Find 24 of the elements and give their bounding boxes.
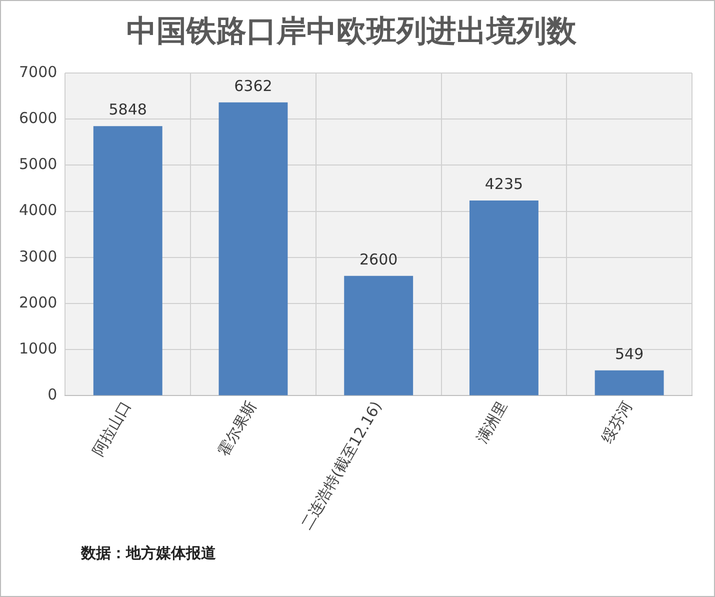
y-tick-label: 3000 [18,247,58,266]
y-tick-label: 2000 [18,293,58,312]
data-label: 5848 [108,100,147,119]
y-tick-label: 4000 [18,201,58,220]
y-tick-label: 7000 [18,62,58,81]
bar [469,200,538,396]
x-tick-label: 阿拉山口 [89,398,135,460]
chart-title: 中国铁路口岸中欧班列进出境列数 [126,14,578,49]
x-tick-label: 满洲里 [472,398,511,446]
bar [218,102,288,396]
data-label: 549 [614,344,644,363]
data-label: 4235 [484,174,524,193]
y-tick-label: 6000 [18,108,58,127]
bar [93,126,162,396]
bar [594,370,664,396]
data-label: 6362 [234,76,272,95]
x-tick-label: 绥芬河 [598,398,636,446]
data-label: 2600 [359,250,398,268]
y-tick-label: 5000 [18,155,58,174]
y-tick-label: 0 [48,386,58,404]
bar [344,276,414,396]
text: 数据：地方媒体报道 [81,543,216,564]
x-tick-label: 霍尔果斯 [214,398,260,460]
y-tick-label: 1000 [18,340,58,358]
